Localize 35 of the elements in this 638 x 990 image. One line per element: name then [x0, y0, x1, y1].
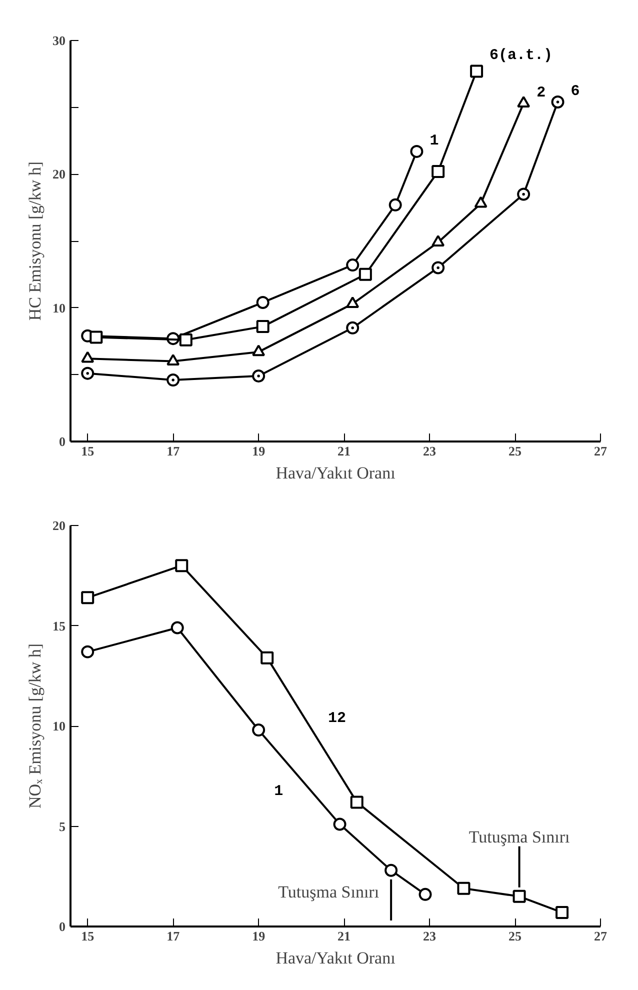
y-tick-label: 15 — [52, 618, 66, 634]
x-tick-label: 23 — [423, 928, 437, 944]
x-tick-label: 23 — [423, 444, 437, 458]
series-label: 6(a.t.) — [490, 47, 553, 64]
x-tick-label: 25 — [508, 928, 522, 944]
series-label: 1 — [430, 132, 439, 150]
y-tick-label: 10 — [52, 300, 66, 316]
x-tick-label: 21 — [338, 928, 351, 944]
y-axis-title: HC Emisyonu [g/kw h] — [26, 161, 44, 321]
y-tick-label: 20 — [52, 166, 66, 182]
x-tick-label: 27 — [594, 444, 608, 458]
x-tick-label: 17 — [166, 928, 180, 944]
y-axis-title: NOₓ Emisyonu [g/kw h] — [26, 643, 44, 808]
y-tick-label: 0 — [59, 919, 66, 934]
x-tick-label: 25 — [508, 444, 522, 458]
annotation: Tutuşma Sınırı — [278, 882, 380, 902]
x-tick-label: 17 — [166, 444, 180, 458]
x-axis-title: Hava/Yakıt Oranı — [276, 464, 396, 482]
y-tick-label: 10 — [52, 718, 66, 734]
series-label: 12 — [328, 710, 346, 728]
y-tick-label: 30 — [52, 33, 66, 48]
x-axis-title: Hava/Yakıt Oranı — [276, 948, 396, 968]
x-tick-label: 15 — [81, 444, 95, 458]
series-label: 6 — [570, 82, 580, 100]
y-tick-label: 0 — [59, 434, 66, 449]
x-tick-label: 15 — [81, 928, 95, 944]
series-label: 2 — [536, 84, 546, 102]
x-tick-label: 27 — [594, 928, 608, 944]
y-tick-label: 5 — [59, 818, 66, 834]
y-tick-label: 20 — [52, 518, 66, 533]
x-tick-label: 21 — [338, 444, 351, 458]
annotation: Tutuşma Sınırı — [468, 827, 570, 846]
x-tick-label: 19 — [252, 444, 266, 458]
x-tick-label: 19 — [252, 928, 266, 944]
series-label: 1 — [274, 783, 284, 800]
